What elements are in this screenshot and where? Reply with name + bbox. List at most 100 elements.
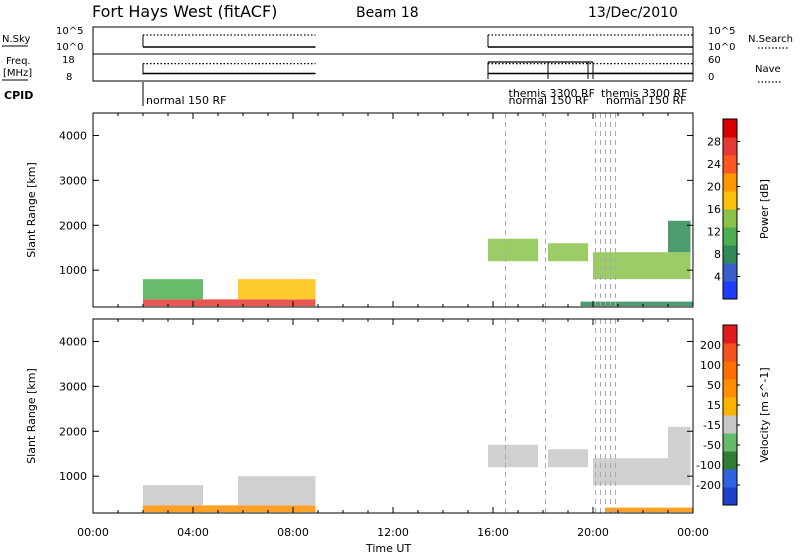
beam-title: Beam 18 — [356, 5, 419, 21]
power-colorbar-label: Power [dB] — [758, 179, 771, 239]
power-colorbar-cell — [723, 173, 737, 192]
power-echo — [143, 279, 203, 300]
velocity-colorbar-cell — [723, 469, 737, 488]
velocity-colorbar-cell — [723, 379, 737, 398]
power-colorbar-tick-label: 28 — [707, 136, 721, 149]
nsky-label: N.Sky — [2, 34, 30, 45]
velocity-colorbar-tick-label: -15 — [703, 419, 721, 432]
power-colorbar-cell — [723, 209, 737, 228]
power-echo — [580, 301, 693, 307]
cpid-label: themis 3300 RF — [601, 87, 688, 100]
nave-tick-bottom: 0 — [708, 72, 714, 83]
nave-tick-top: 60 — [708, 55, 721, 66]
power-echo — [238, 279, 316, 300]
freq-tick-top: 18 — [62, 55, 75, 66]
power-echo — [593, 252, 691, 280]
power-colorbar-tick-label: 20 — [707, 181, 721, 194]
velocity-echo — [593, 458, 691, 486]
velocity-colorbar-tick-label: 15 — [707, 399, 721, 412]
nsearch-label: N.Search — [748, 34, 793, 45]
velocity-y-label: Slant Range [km] — [25, 368, 38, 464]
x-tick-label: 20:00 — [577, 526, 609, 539]
x-tick-label: 00:00 — [677, 526, 709, 539]
velocity-colorbar-cell — [723, 343, 737, 362]
x-axis-label: Time UT — [365, 542, 411, 554]
power-colorbar-cell — [723, 191, 737, 210]
velocity-colorbar-tick-label: 200 — [700, 339, 721, 352]
y-tick-label: 4000 — [59, 335, 87, 348]
nave-label: Nave — [755, 64, 781, 75]
radar-title: Fort Hays West (fitACF) — [92, 2, 277, 21]
velocity-colorbar-cell — [723, 433, 737, 452]
power-colorbar-cell — [723, 119, 737, 138]
power-colorbar-tick-label: 16 — [707, 203, 721, 216]
velocity-colorbar-cell — [723, 487, 737, 506]
velocity-echo — [605, 507, 693, 513]
y-tick-label: 2000 — [59, 425, 87, 438]
velocity-colorbar-tick-label: 50 — [707, 379, 721, 392]
velocity-colorbar-cell — [723, 397, 737, 416]
velocity-colorbar-cell — [723, 325, 737, 344]
cpid-label: CPID — [4, 89, 33, 102]
cpid-label: normal 150 RF — [146, 94, 227, 107]
nsky-tick-top: 10^5 — [56, 26, 83, 37]
power-colorbar-tick-label: 24 — [707, 158, 721, 171]
freq-panel — [92, 53, 694, 82]
x-tick-label: 16:00 — [477, 526, 509, 539]
y-tick-label: 1000 — [59, 470, 87, 483]
velocity-echo — [488, 444, 538, 468]
power-colorbar-cell — [723, 245, 737, 264]
power-colorbar-cell — [723, 281, 737, 300]
power-colorbar-tick-label: 8 — [714, 248, 721, 261]
x-tick-label: 04:00 — [177, 526, 209, 539]
cpid-label: themis 3300 RF — [509, 87, 596, 100]
velocity-colorbar-tick-label: 100 — [700, 359, 721, 372]
freq-label-1: Freq. — [6, 56, 31, 67]
power-colorbar-tick-label: 12 — [707, 226, 721, 239]
velocity-colorbar-cell — [723, 415, 737, 434]
velocity-colorbar-cell — [723, 361, 737, 380]
nsearch-tick-bottom: 10^0 — [708, 42, 735, 53]
date-title: 13/Dec/2010 — [588, 5, 678, 21]
power-colorbar-cell — [723, 155, 737, 174]
velocity-colorbar-tick-label: -50 — [703, 439, 721, 452]
velocity-colorbar-tick-label: -100 — [696, 459, 721, 472]
velocity-echo — [143, 505, 316, 513]
power-echo — [143, 299, 316, 307]
data-panels: 1000 2000 3000 4000 Slant Range [km] 28 24 20 16… — [25, 112, 771, 514]
power-echo — [548, 243, 588, 262]
velocity-colorbar-cell — [723, 451, 737, 470]
y-tick-label: 1000 — [59, 264, 87, 277]
y-tick-label: 4000 — [59, 129, 87, 142]
x-tick-label: 08:00 — [277, 526, 309, 539]
velocity-echo — [548, 449, 588, 468]
cpid-label: normal 150 RF — [509, 94, 590, 107]
freq-traces — [142, 61, 693, 79]
velocity-colorbar-label: Velocity [m s^-1] — [758, 367, 771, 462]
power-colorbar-tick-label: 4 — [714, 271, 721, 284]
x-tick-label: 00:00 — [77, 526, 109, 539]
power-colorbar-cell — [723, 263, 737, 282]
velocity-colorbar-tick-label: -200 — [696, 479, 721, 492]
x-axis: 00:00 04:00 08:00 12:00 16:00 20:00 00:00 — [77, 526, 709, 539]
velocity-colorbar-frame — [722, 324, 738, 506]
velocity-echo — [143, 485, 203, 506]
power-colorbar-cell — [723, 227, 737, 246]
x-tick-label: 12:00 — [377, 526, 409, 539]
power-colorbar-cell — [723, 137, 737, 156]
cpid-label: normal 150 RF — [606, 94, 687, 107]
y-tick-label: 3000 — [59, 174, 87, 187]
velocity-echo — [238, 476, 316, 506]
nsearch-tick-top: 10^5 — [708, 26, 735, 37]
power-echo — [488, 238, 538, 262]
power-echo — [668, 220, 691, 253]
power-panel: 1000 2000 3000 4000 Slant Range [km] 28 24 20 16… — [25, 112, 771, 308]
freq-label-2: [MHz] — [3, 68, 32, 79]
power-y-label: Slant Range [km] — [25, 162, 38, 258]
nsky-traces — [142, 34, 693, 48]
velocity-echo — [668, 426, 691, 459]
freq-tick-bottom: 8 — [66, 72, 72, 83]
y-tick-label: 3000 — [59, 380, 87, 393]
